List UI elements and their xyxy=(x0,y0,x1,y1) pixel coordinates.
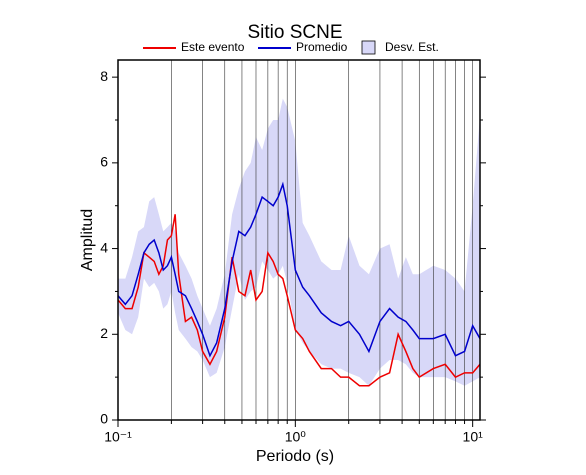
x-tick-label: 10⁻¹ xyxy=(104,429,132,445)
plot-frame xyxy=(117,59,481,421)
y-tick-label: 6 xyxy=(100,154,108,170)
std-band xyxy=(118,98,480,386)
y-tick-label: 4 xyxy=(100,239,108,255)
x-tick-label: 10⁰ xyxy=(285,429,307,445)
y-axis-label: Amplitud xyxy=(79,209,96,271)
chart-title: Sitio SCNE xyxy=(247,22,342,43)
y-tick-label: 0 xyxy=(100,411,108,427)
y-tick-label: 2 xyxy=(100,325,108,341)
legend-swatch xyxy=(361,40,376,55)
data-line xyxy=(118,214,480,387)
y-tick-label: 8 xyxy=(100,68,108,84)
legend-label: Desv. Est. xyxy=(385,40,439,54)
legend-label: Promedio xyxy=(296,40,348,54)
x-tick-label: 10¹ xyxy=(463,429,484,445)
legend-label: Este evento xyxy=(181,40,245,54)
x-axis-label: Periodo (s) xyxy=(256,448,334,465)
data-line xyxy=(118,181,480,358)
